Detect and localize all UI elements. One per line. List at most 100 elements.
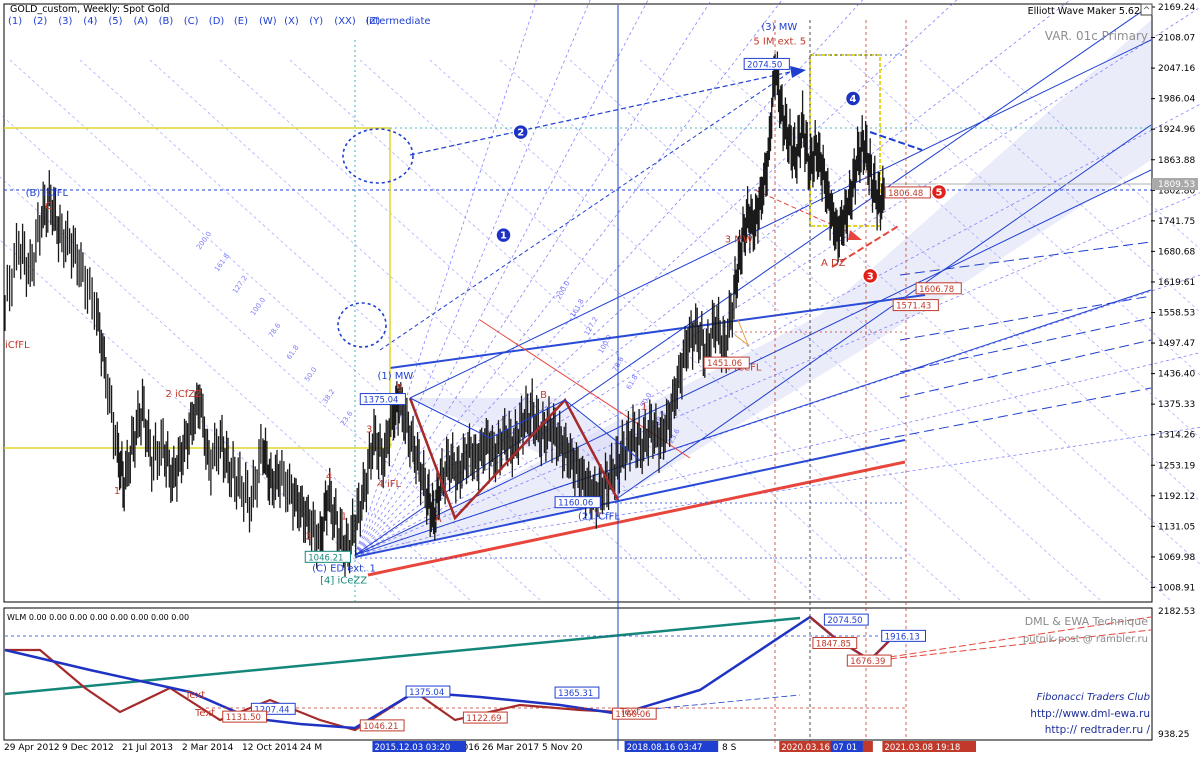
- price-box-frame-pb7: [554, 496, 601, 509]
- degree-button-10[interactable]: (W): [259, 16, 277, 27]
- sub-box-s6: 1365.31: [558, 689, 593, 699]
- wave-label-w22: (3) MW: [761, 22, 797, 33]
- y-tick-10: 1558.53: [1158, 309, 1195, 319]
- wave-label-w19: 1: [641, 402, 647, 413]
- fan-line-13: [354, 0, 537, 556]
- price-box-frame-pb4: [892, 299, 939, 312]
- degree-button-6[interactable]: (B): [159, 16, 174, 27]
- price-box-frame-pb8: [304, 550, 351, 563]
- price-box-frame-pb6: [359, 393, 406, 406]
- wave-triangle: [409, 397, 641, 461]
- sub-box-frame-s8: [823, 613, 869, 626]
- fan-line-12: [354, 0, 591, 556]
- sub-box-frame-s10: [881, 629, 926, 642]
- price-box-pb7: 1160.06: [558, 499, 593, 509]
- wave-label-w23: 5 IM ext. 5: [753, 36, 806, 47]
- dashed-proj-2: [899, 317, 1152, 373]
- degree-button-13[interactable]: (XX): [334, 16, 356, 27]
- wave-label-w3: iCfFL: [5, 340, 30, 351]
- fan-line-7: [354, 0, 958, 556]
- price-box-pb5: 1451.06: [707, 359, 742, 369]
- diag-line-15: [849, 59, 1200, 376]
- club-url-2[interactable]: http:// redtrader.ru /: [1045, 724, 1151, 736]
- y-tick-12: 1436.40: [1158, 370, 1195, 380]
- degree-button-7[interactable]: (C): [184, 16, 199, 27]
- degree-button-8[interactable]: (D): [209, 16, 225, 27]
- y-tick-7: 1741.75: [1158, 217, 1195, 227]
- wave-label-w2: C: [45, 201, 52, 212]
- target-ellipse-lower: [337, 302, 387, 348]
- y-tick-8: 1680.68: [1158, 247, 1195, 257]
- y-axis: 2169.24 2108.07 2047.16 1986.04 1924.96 1863.…: [1151, 3, 1198, 593]
- channel-line-3: [614, 124, 1152, 501]
- x-tick-0: 29 Apr 2012: [4, 743, 60, 753]
- wave-label-w14: B: [540, 390, 547, 401]
- degree-button-12[interactable]: (Y): [309, 16, 323, 27]
- sub-axis-bottom: 938.25: [1158, 730, 1190, 740]
- diag-line-2: [0, 113, 541, 601]
- price-box-frame-pb2: [884, 186, 931, 199]
- y-tick-4: 1924.96: [1158, 125, 1195, 135]
- price-box-pb2: 1806.48: [888, 189, 923, 199]
- diag-line-10: [499, 59, 1101, 601]
- trend-blue-mid: [389, 294, 926, 369]
- fan-line-3: [354, 192, 1200, 556]
- degree-button-14[interactable]: (Z): [366, 16, 381, 27]
- x-tick-8: 26 Mar 2017: [482, 743, 539, 753]
- y-tick-13: 1375.33: [1158, 400, 1195, 410]
- circle-marker-c3: 3: [867, 271, 874, 282]
- degree-buttons[interactable]: (1) (2) (3) (4) (5) (A) (B) (C) (D) (E) (W) (X) (Y) (…: [8, 16, 380, 27]
- circle-bg-c1: [495, 226, 512, 244]
- x-tick-12: 8 S: [722, 743, 737, 753]
- price-box-pb4: 1571.43: [896, 302, 931, 312]
- price-box-pb3: 1606.78: [919, 285, 954, 295]
- price-boxes: 2074.50 1806.48 1606.78 1571.43 1451.06 1375.…: [304, 57, 962, 563]
- sub-box-s9: 1847.85: [816, 639, 851, 649]
- sub-panel-header: WLM 0.00 0.00 0.00 0.00 0.00 0.00 0.00 0…: [7, 613, 189, 622]
- diag-line-6: [219, 59, 821, 601]
- sub-box-frame-s7: [611, 707, 657, 720]
- y-tick-17: 1131.05: [1158, 522, 1195, 532]
- time-marker-bg-t5: [882, 741, 977, 752]
- club-url-1[interactable]: http://www.dml-ewa.ru: [1030, 708, 1150, 720]
- wave-label-w11: 1: [341, 511, 347, 522]
- fan-line-11: [354, 0, 649, 556]
- price-box-frame-pb1: [743, 57, 790, 70]
- circle-bg-c4: [844, 90, 862, 107]
- fan-line-10: [354, 0, 712, 556]
- y-tick-2: 2047.16: [1158, 64, 1195, 74]
- circle-bg-c2: [512, 123, 529, 141]
- sub-box-s2: 1131.50: [226, 713, 261, 723]
- wave-label-w9: 4 iFL: [377, 479, 401, 490]
- y-tick-14: 1314.26: [1158, 431, 1195, 441]
- circle-marker-c5: 5: [936, 187, 943, 198]
- wave-label-w10: 4: [326, 472, 332, 483]
- degree-button-11[interactable]: (X): [284, 16, 299, 27]
- degree-button-1[interactable]: (2): [33, 16, 47, 27]
- svg-text:^: ^: [1143, 6, 1151, 16]
- wave-label-w24: A DZ: [821, 258, 846, 269]
- target-ellipse-upper: [342, 128, 414, 184]
- sub-box-s11: 1676.39: [850, 657, 885, 667]
- degree-button-5[interactable]: (A): [134, 16, 149, 27]
- window-close-icon[interactable]: ^: [1140, 3, 1153, 16]
- wave-label-w17: (C) ED ext. 1: [312, 563, 376, 574]
- sub-box-s3: 1046.21: [363, 722, 398, 732]
- sub-box-s8: 2074.50: [827, 616, 862, 626]
- degree-button-2[interactable]: (3): [58, 16, 72, 27]
- projection-1: [379, 71, 791, 351]
- degree-button-3[interactable]: (4): [83, 16, 97, 27]
- time-marker-bg-t2: [624, 741, 719, 752]
- degree-button-0[interactable]: (1): [8, 16, 22, 27]
- channel-line-0: [354, 169, 1152, 556]
- wave-label-w1: (B) iCfFL: [26, 188, 69, 199]
- diag-line-11: [569, 59, 1171, 601]
- degree-button-9[interactable]: (E): [234, 16, 248, 27]
- diag-line-9: [429, 59, 1031, 601]
- y-tick-18: 1069.98: [1158, 553, 1195, 563]
- degree-button-4[interactable]: (5): [108, 16, 122, 27]
- indicator-name: Elliott Wave Maker 5.62: [1028, 6, 1140, 17]
- diag-line-16: [919, 59, 1200, 313]
